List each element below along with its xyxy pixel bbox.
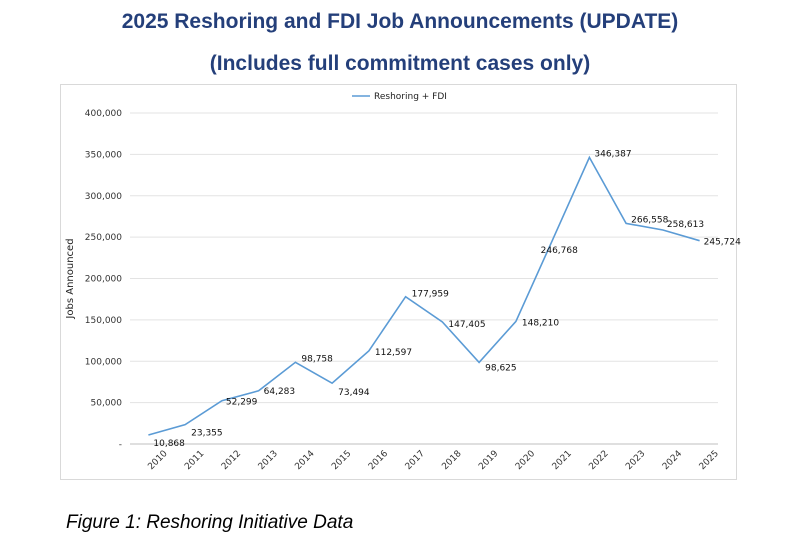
data-label: 98,625	[485, 363, 517, 373]
x-tick-label: 2020	[514, 449, 537, 472]
y-tick-label: 100,000	[85, 357, 122, 367]
x-tick-label: 2023	[624, 449, 647, 472]
legend: Reshoring + FDI	[352, 92, 447, 102]
data-label: 246,768	[541, 246, 578, 256]
x-tick-label: 2017	[404, 449, 427, 472]
y-axis-ticks: - 50,000 100,000 150,000 200,000 250,000 300,0…	[85, 109, 122, 450]
gridlines	[130, 112, 718, 445]
x-tick-label: 2025	[698, 449, 721, 472]
y-tick-label: 150,000	[85, 316, 122, 326]
x-tick-label: 2022	[587, 449, 610, 472]
series-lines	[148, 155, 700, 436]
y-tick-label: 50,000	[91, 399, 123, 409]
data-label: 258,613	[667, 220, 704, 230]
x-tick-label: 2015	[330, 449, 353, 472]
x-tick-label: 2010	[146, 449, 169, 472]
y-tick-label: 400,000	[85, 109, 122, 119]
legend-label: Reshoring + FDI	[374, 92, 447, 102]
data-label: 64,283	[264, 387, 296, 397]
x-axis-ticks: 2010 2011 2012 2013 2014 2015 2016 2017 2018 2019…	[146, 449, 721, 472]
data-label: 177,959	[412, 290, 449, 300]
x-tick-label: 2016	[367, 449, 390, 472]
y-tick-label: 200,000	[85, 275, 122, 285]
y-tick-label: 350,000	[85, 150, 122, 160]
x-tick-label: 2018	[440, 449, 463, 472]
data-label: 98,758	[301, 354, 333, 364]
chart-frame	[60, 84, 737, 480]
x-tick-label: 2021	[551, 449, 574, 472]
data-label: 245,724	[704, 238, 741, 248]
data-label: 112,597	[375, 348, 412, 358]
data-labels: 10,868 23,355 52,299 64,283 98,758 73,494 112,…	[153, 149, 741, 449]
data-label: 266,558	[631, 215, 668, 225]
y-tick-label: 250,000	[85, 233, 122, 243]
y-axis-title: Jobs Announced	[65, 238, 76, 319]
x-tick-label: 2011	[183, 449, 206, 472]
y-tick-label: -	[119, 440, 122, 450]
data-label: 73,494	[338, 388, 370, 398]
x-tick-label: 2012	[220, 449, 243, 472]
data-label: 147,405	[448, 320, 485, 330]
x-tick-label: 2014	[293, 449, 316, 472]
data-label: 23,355	[191, 429, 223, 439]
data-label: 148,210	[522, 318, 559, 328]
x-tick-label: 2024	[661, 449, 684, 472]
chart-title: 2025 Reshoring and FDI Job Announcements…	[121, 10, 679, 33]
data-label: 52,299	[226, 398, 258, 408]
x-tick-label: 2013	[257, 449, 280, 472]
y-tick-label: 300,000	[85, 192, 122, 202]
data-label: 10,868	[153, 439, 185, 449]
series-line	[148, 155, 700, 436]
data-label: 346,387	[594, 149, 631, 159]
chart-subtitle: (Includes full commitment cases only)	[209, 52, 591, 75]
x-tick-label: 2019	[477, 449, 500, 472]
figure-caption: Figure 1: Reshoring Initiative Data	[66, 512, 354, 533]
